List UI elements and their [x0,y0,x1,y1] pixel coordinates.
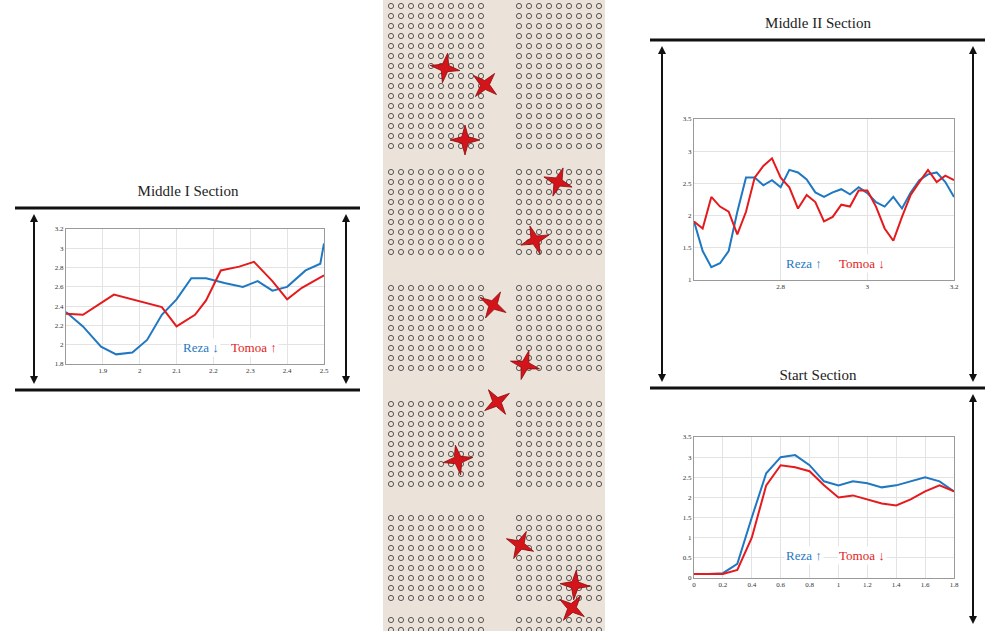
svg-text:2.2: 2.2 [209,367,218,375]
svg-text:0.6: 0.6 [776,581,785,589]
svg-text:2.5: 2.5 [683,180,692,188]
svg-text:0.8: 0.8 [805,581,814,589]
svg-text:2.3: 2.3 [246,367,255,375]
svg-text:2.5: 2.5 [683,474,692,482]
svg-text:Tomoa ↓: Tomoa ↓ [839,548,885,563]
svg-text:2: 2 [688,212,692,220]
svg-text:Start Section: Start Section [779,367,857,383]
svg-text:3: 3 [60,245,64,253]
svg-text:0.4: 0.4 [747,581,756,589]
svg-text:0: 0 [688,574,692,582]
svg-text:2.8: 2.8 [55,264,64,272]
svg-text:Tomoa ↓: Tomoa ↓ [839,256,885,271]
svg-text:1.2: 1.2 [863,581,872,589]
svg-text:0: 0 [692,581,696,589]
svg-text:2.2: 2.2 [55,322,64,330]
svg-text:0.5: 0.5 [683,554,692,562]
svg-text:2: 2 [60,341,64,349]
svg-text:1: 1 [688,276,692,284]
svg-text:Middle II Section: Middle II Section [765,15,871,31]
svg-text:3: 3 [866,283,870,291]
svg-text:2.5: 2.5 [320,367,329,375]
svg-text:Middle I Section: Middle I Section [138,183,239,199]
svg-text:3.2: 3.2 [55,225,64,233]
svg-text:3.2: 3.2 [950,283,959,291]
svg-text:2: 2 [688,494,692,502]
svg-text:3: 3 [688,148,692,156]
svg-text:2.4: 2.4 [55,303,64,311]
svg-text:2: 2 [138,367,142,375]
svg-text:Reza ↑: Reza ↑ [786,256,822,271]
svg-text:3: 3 [688,454,692,462]
svg-text:3.5: 3.5 [683,115,692,123]
svg-text:2.8: 2.8 [776,283,785,291]
svg-text:2.6: 2.6 [55,283,64,291]
svg-text:1.6: 1.6 [921,581,930,589]
svg-text:1: 1 [837,581,841,589]
svg-text:Reza ↓: Reza ↓ [183,340,219,355]
svg-text:Tomoa ↑: Tomoa ↑ [231,340,277,355]
svg-text:1.4: 1.4 [892,581,901,589]
svg-text:2.4: 2.4 [283,367,292,375]
svg-text:1.8: 1.8 [950,581,959,589]
svg-text:1: 1 [688,534,692,542]
svg-text:2.1: 2.1 [172,367,181,375]
svg-text:Reza ↑: Reza ↑ [786,548,822,563]
svg-text:1.5: 1.5 [683,514,692,522]
svg-text:0.2: 0.2 [719,581,728,589]
svg-text:1.8: 1.8 [55,360,64,368]
svg-text:1.5: 1.5 [683,244,692,252]
svg-text:3.5: 3.5 [683,433,692,441]
svg-text:1.9: 1.9 [98,367,107,375]
